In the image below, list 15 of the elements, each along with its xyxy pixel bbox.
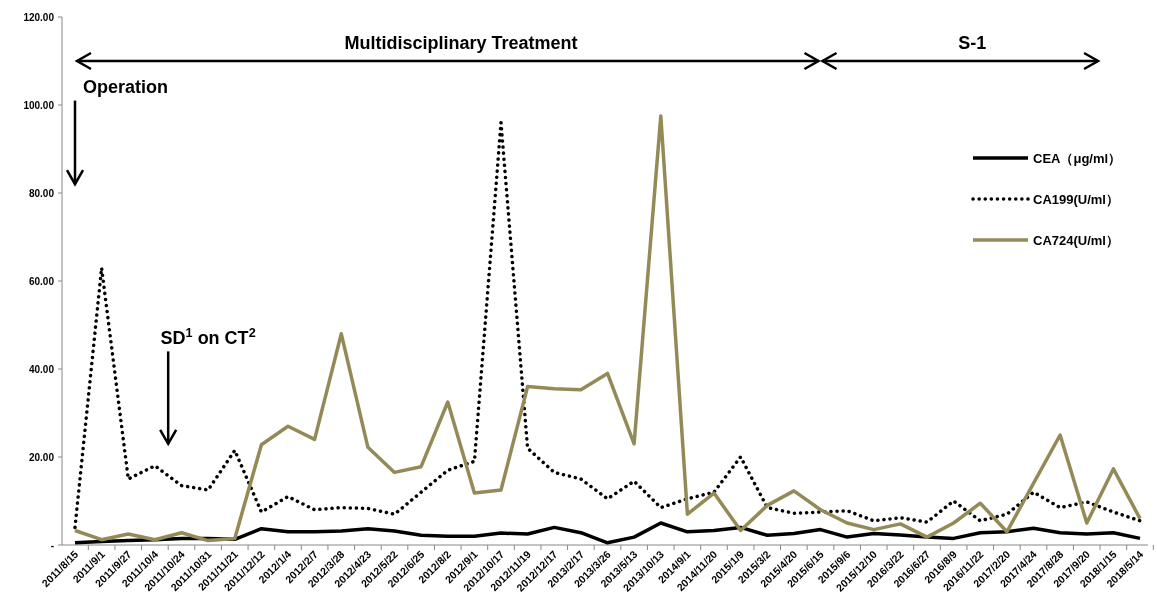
- y-tick-label: 80.00: [28, 188, 55, 199]
- legend-label: CA199(U/ml）: [1033, 192, 1119, 207]
- legend-label: CA724(U/ml）: [1033, 233, 1119, 248]
- y-tick-label: 20.00: [28, 452, 55, 463]
- legend-label: CEA（μg/ml）: [1033, 151, 1122, 166]
- y-tick-label: 60.00: [28, 276, 55, 287]
- y-tick-label: 40.00: [28, 364, 55, 375]
- y-tick-label: -: [50, 540, 54, 551]
- y-tick-label: 120.00: [23, 12, 55, 23]
- annotation: Multidisciplinary Treatment: [344, 33, 578, 54]
- annotation: S-1: [958, 33, 987, 54]
- y-tick-label: 100.00: [23, 100, 55, 111]
- annotation: SD$^{1}$ on CT$^{2}$: [160, 326, 256, 349]
- line-series: [73, 521, 1142, 545]
- annotation: Operation: [82, 77, 168, 98]
